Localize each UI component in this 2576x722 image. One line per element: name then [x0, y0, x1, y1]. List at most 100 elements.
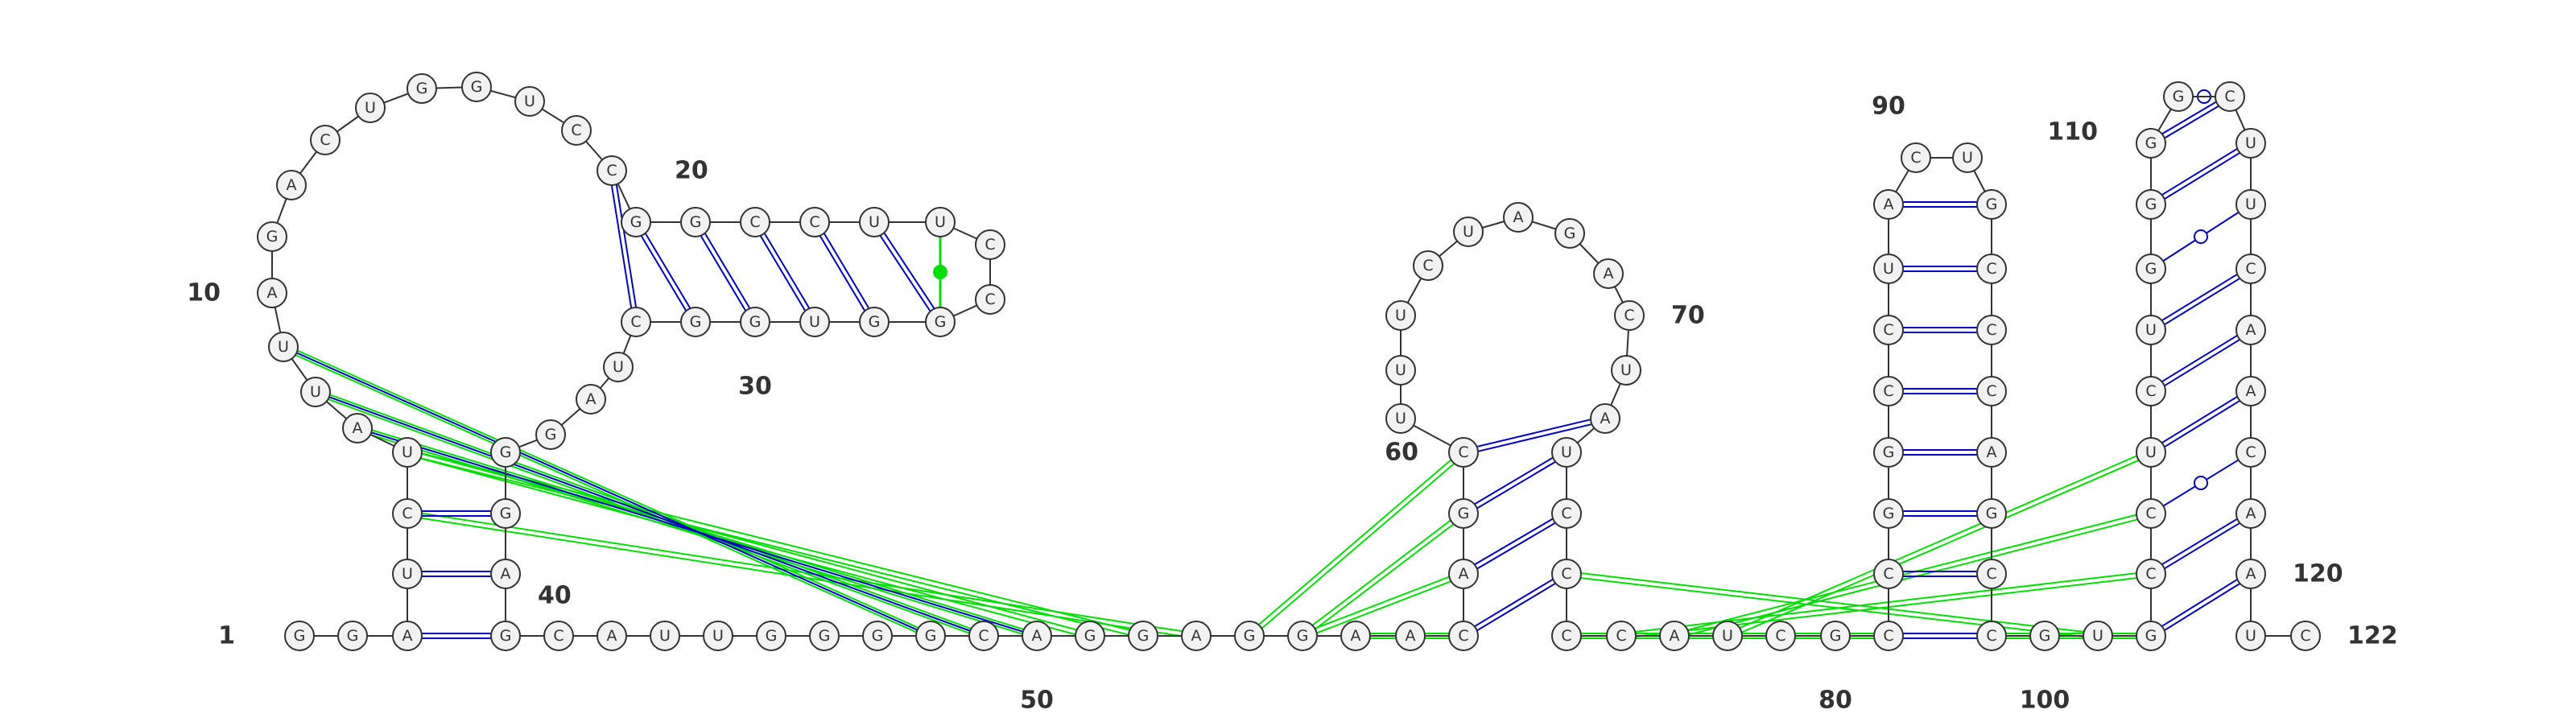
- index-label: 70: [1671, 302, 1705, 330]
- nucleotide: A: [576, 384, 606, 415]
- nucleotide-letter: A: [1459, 565, 1469, 583]
- nucleotide: C: [1614, 300, 1645, 331]
- nucleotide: G: [915, 621, 946, 651]
- nucleotide-letter: A: [2246, 382, 2256, 400]
- base-pair: [2149, 266, 2253, 333]
- nucleotide: G: [337, 621, 368, 651]
- nucleotide: A: [1659, 621, 1690, 651]
- nucleotide: A: [2235, 376, 2266, 406]
- nucleotide: C: [1551, 498, 1582, 529]
- nucleotide-letter: A: [1670, 627, 1680, 645]
- nucleotide: U: [300, 377, 331, 407]
- nucleotide: G: [756, 621, 786, 651]
- nucleotide: C: [1873, 376, 1904, 406]
- base-pair: [1889, 633, 1992, 639]
- nucleotide-letter: C: [2145, 565, 2156, 583]
- nucleotide: C: [2235, 254, 2266, 284]
- nucleotide: A: [276, 170, 307, 200]
- nucleotide: C: [1873, 559, 1904, 589]
- nucleotide: A: [1022, 621, 1052, 651]
- base-pair: [1889, 327, 1992, 333]
- base-pair: [1889, 510, 1992, 517]
- nucleotide-letter: C: [1883, 565, 1893, 583]
- nucleotide: A: [1395, 621, 1426, 651]
- index-label: 50: [1020, 687, 1054, 715]
- nucleotide-letter: U: [1620, 361, 1632, 379]
- nucleotide-letter: C: [571, 122, 581, 139]
- nucleotide-letter: U: [712, 627, 724, 645]
- nucleotide: U: [2235, 189, 2266, 220]
- nucleotide-letter: U: [310, 383, 321, 401]
- base-pair: [1461, 571, 1569, 639]
- nucleotide-letter: U: [1395, 361, 1406, 379]
- nucleotide: G: [740, 307, 770, 337]
- nucleotide-letter: C: [1883, 627, 1893, 645]
- nucleotide: C: [561, 115, 592, 146]
- nucleotide: A: [1590, 403, 1620, 434]
- nucleotide-letter: U: [278, 338, 289, 356]
- base-pair: [407, 510, 506, 517]
- nucleotide: G: [257, 221, 287, 252]
- nucleotide: G: [2163, 81, 2194, 112]
- nucleotide-letter: C: [1561, 627, 1571, 645]
- nucleotide: U: [1551, 437, 1582, 468]
- nucleotide: G: [1128, 621, 1158, 651]
- base-pair: [2149, 93, 2232, 146]
- nucleotide-letter: G: [294, 627, 306, 645]
- nucleotide-letter: A: [1032, 627, 1042, 645]
- nucleotide-letter: U: [1962, 149, 1973, 167]
- nucleotide-letter: C: [553, 627, 564, 645]
- index-label: 30: [738, 373, 772, 401]
- nucleotide-letter: G: [500, 627, 512, 645]
- nucleotide: C: [1765, 621, 1796, 651]
- nucleotide-letter: A: [402, 627, 413, 645]
- nucleotide: G: [1287, 621, 1318, 651]
- nucleotide-letter: G: [347, 627, 359, 645]
- nucleotide-letter: C: [1986, 260, 1996, 278]
- nucleotide-letter: G: [1458, 505, 1470, 522]
- nucleotide-letter: G: [630, 213, 642, 231]
- nucleotide-letter: G: [266, 228, 279, 245]
- nucleotide: C: [1976, 559, 2007, 589]
- index-label: 80: [1818, 687, 1852, 715]
- base-pair: [407, 633, 506, 639]
- nucleotide-letter: U: [869, 213, 880, 231]
- nucleotide: U: [1385, 403, 1416, 434]
- nucleotide: G: [2029, 621, 2060, 651]
- nucleotide: U: [392, 559, 423, 589]
- index-label: 90: [1872, 93, 1905, 121]
- base-pair: [1889, 388, 1992, 394]
- nucleotide-letter: G: [1883, 444, 1895, 461]
- nucleotide: C: [968, 621, 999, 651]
- nucleotide: U: [2235, 621, 2266, 651]
- nucleotide: A: [1873, 189, 1904, 220]
- base-pair: [2149, 571, 2253, 639]
- nucleotide-letter: C: [985, 236, 995, 254]
- nucleotide: G: [680, 207, 711, 237]
- index-label: 120: [2293, 560, 2343, 588]
- nucleotide-letter: U: [1395, 307, 1406, 324]
- nucleotide: C: [2136, 498, 2166, 529]
- nucleotide-letter: G: [1830, 627, 1842, 645]
- pseudoknot-pair: [1726, 449, 2153, 639]
- nucleotide: U: [2136, 315, 2166, 345]
- pseudoknot-pair: [407, 510, 1197, 639]
- nucleotide-letter: C: [1986, 565, 1996, 583]
- nucleotide-letter: C: [1986, 382, 1996, 400]
- nucleotide-letter: C: [1986, 321, 1996, 339]
- nucleotide: G: [680, 307, 711, 337]
- nucleotide-letter: G: [872, 627, 884, 645]
- pseudoknot-pair: [1566, 571, 2099, 639]
- nucleotide: C: [1976, 315, 2007, 345]
- nucleotide-letter: C: [2145, 382, 2156, 400]
- nucleotide: G: [859, 307, 890, 337]
- nucleotide-letter: G: [690, 213, 702, 231]
- pseudoknot-pair: [1301, 571, 1465, 639]
- nucleotide-letter: A: [2246, 321, 2256, 339]
- nucleotide: G: [621, 207, 651, 237]
- index-label: 20: [675, 157, 708, 185]
- nucleotide: G: [1234, 621, 1265, 651]
- index-label: 60: [1385, 439, 1418, 467]
- nucleotide: C: [1976, 254, 2007, 284]
- nucleotide: U: [1952, 142, 1983, 173]
